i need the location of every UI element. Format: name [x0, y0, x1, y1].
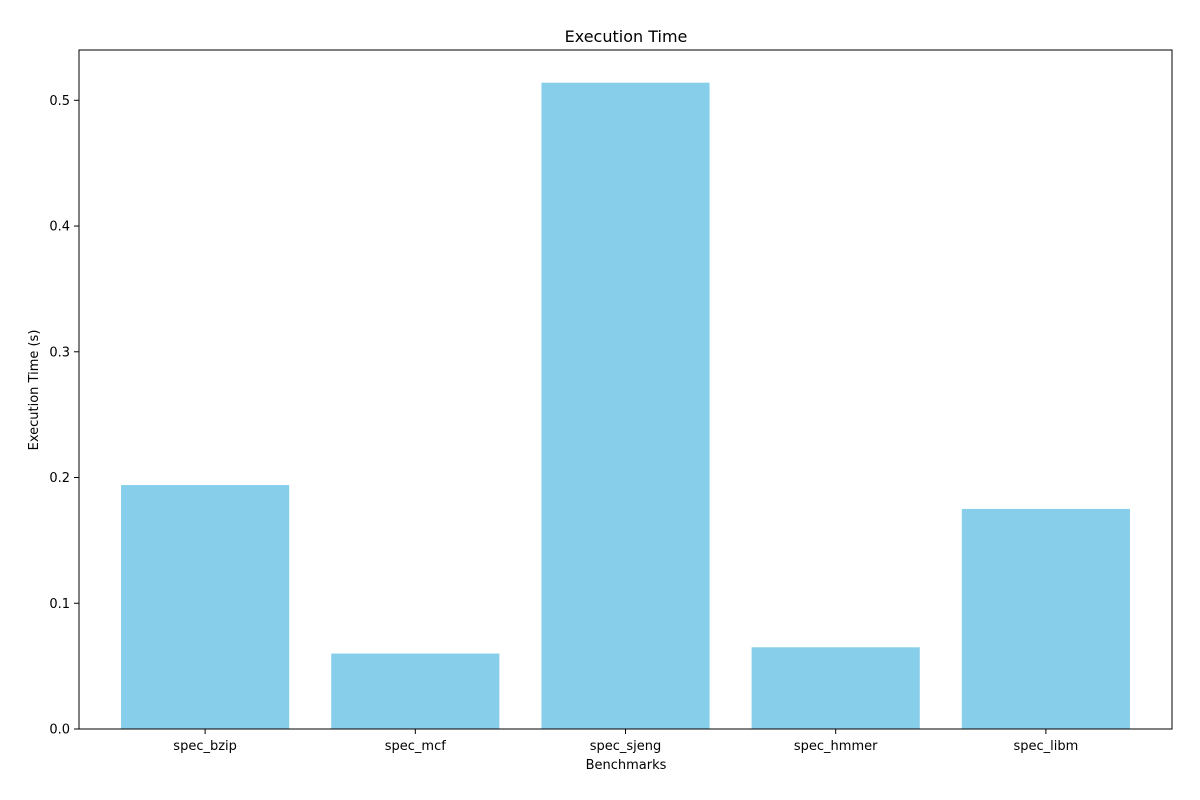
bar-spec_hmmer [751, 647, 920, 729]
x-tick-label: spec_libm [1013, 739, 1078, 754]
chart-title: Execution Time [565, 27, 688, 46]
x-tick-label: spec_sjeng [590, 739, 662, 754]
y-tick-label: 0.0 [49, 723, 70, 738]
y-tick-label: 0.4 [49, 220, 70, 235]
y-tick-label: 0.3 [49, 345, 70, 360]
bar-spec_sjeng [541, 82, 710, 730]
y-axis-title: Execution Time (s) [27, 330, 42, 451]
x-axis-title: Benchmarks [586, 758, 667, 773]
y-tick-label: 0.2 [49, 471, 70, 486]
x-tick-label: spec_hmmer [794, 739, 878, 754]
x-tick-label: spec_bzip [173, 739, 237, 754]
x-tick-label: spec_mcf [385, 739, 446, 754]
x-axis: spec_bzip spec_mcf spec_sjeng spec_hmmer spe… [173, 729, 1078, 754]
bar-spec_libm [961, 508, 1130, 729]
y-tick-label: 0.5 [49, 94, 70, 109]
y-tick-label: 0.1 [49, 597, 70, 612]
bar-spec_mcf [331, 653, 500, 729]
bars [121, 82, 1130, 730]
y-axis: 0.0 0.1 0.2 0.3 0.4 0.5 [49, 94, 79, 738]
bar-spec_bzip [121, 485, 290, 729]
